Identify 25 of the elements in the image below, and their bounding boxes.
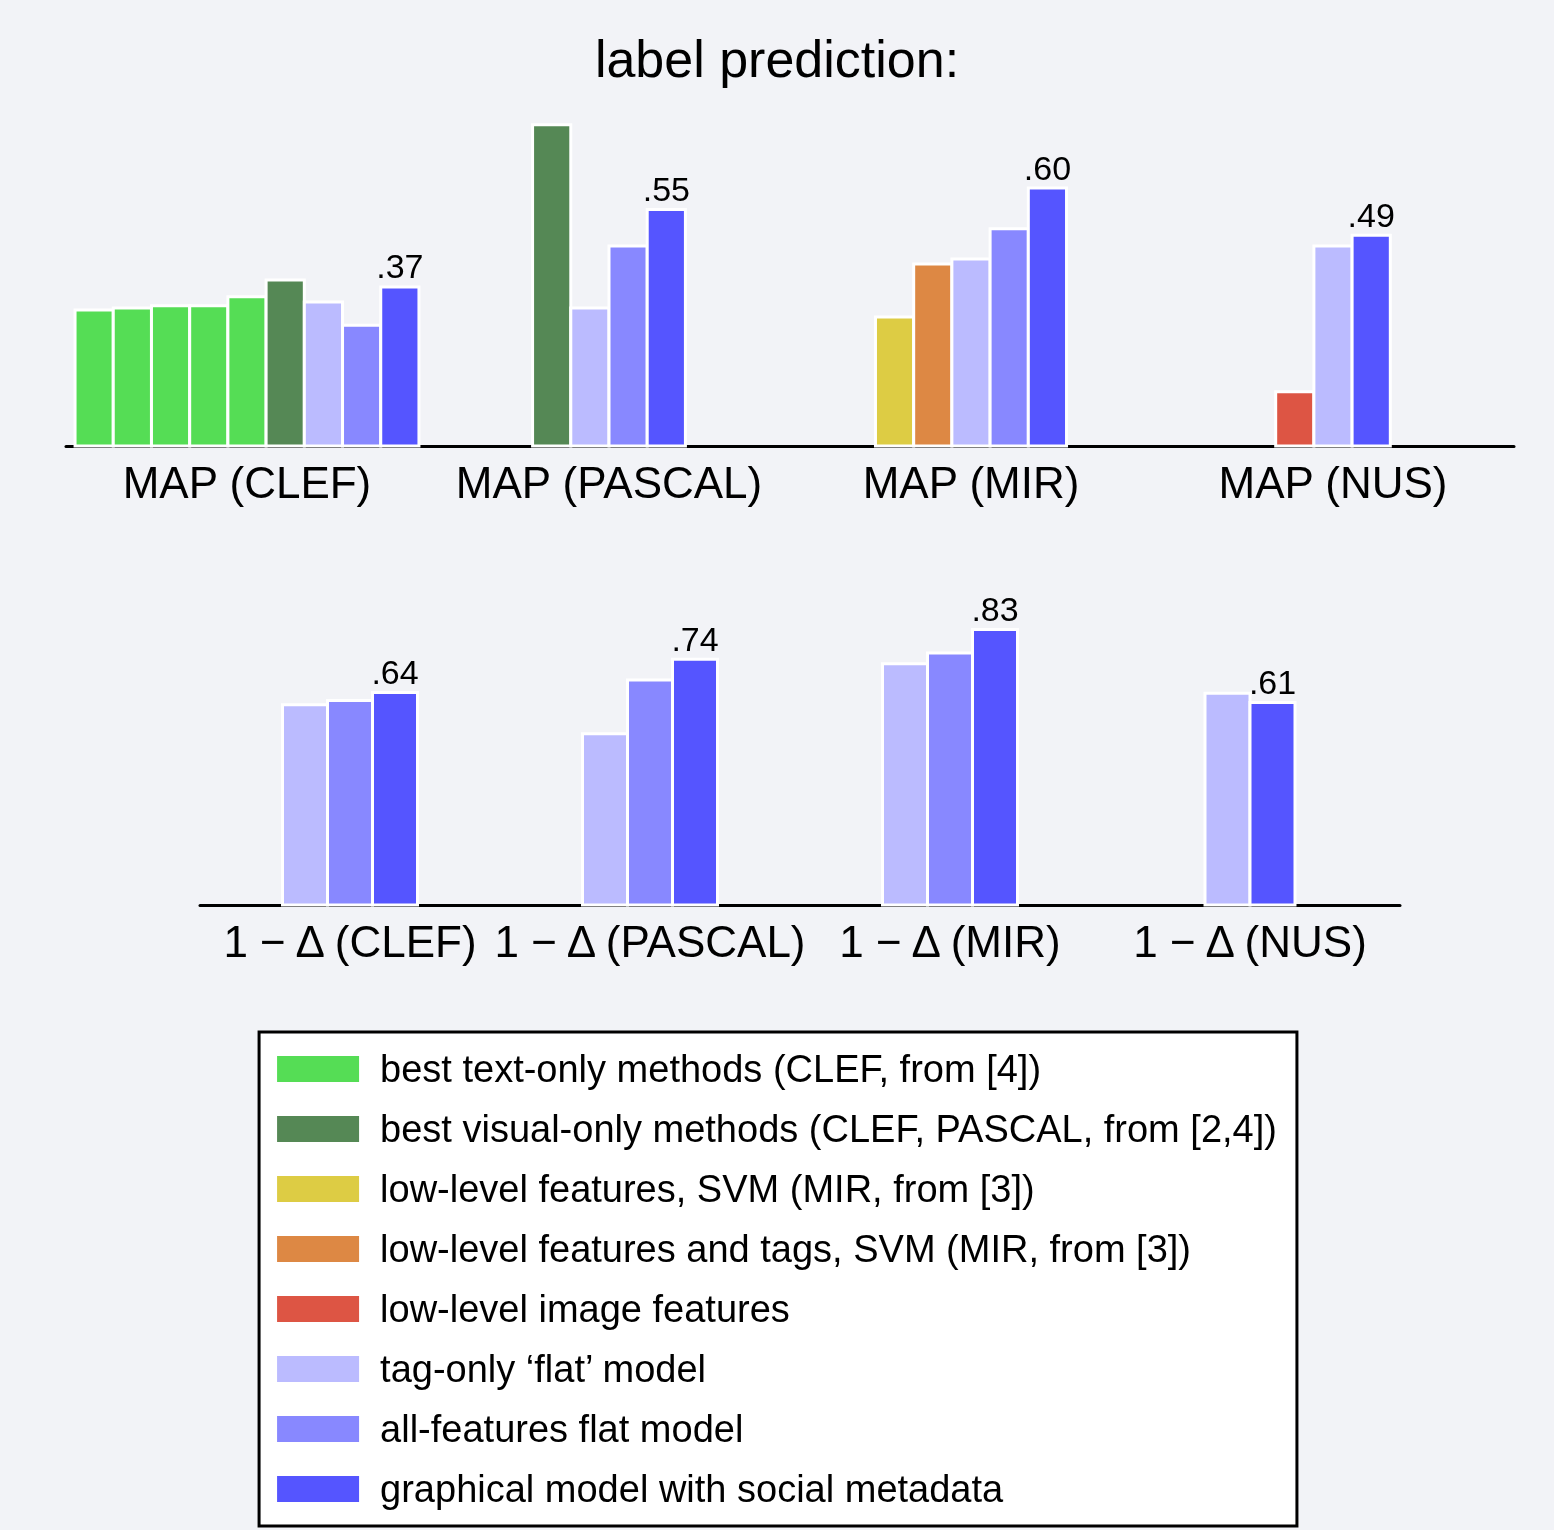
legend-label: best text-only methods (CLEF, from [4]) <box>380 1048 1042 1090</box>
data-label: .61 <box>1248 662 1297 701</box>
x-tick-label: 1 − Δ (MIR) <box>839 916 1061 966</box>
data-label: .74 <box>671 619 719 658</box>
legend-label: low-level image features <box>380 1288 790 1330</box>
legend-label: low-level features and tags, SVM (MIR, from [3]) <box>380 1228 1192 1270</box>
x-tick-label: MAP (CLEF) <box>122 457 372 507</box>
legend-label: best visual-only methods (CLEF, PASCAL, from [2,4]) <box>380 1108 1277 1150</box>
data-label: .49 <box>1347 195 1395 234</box>
chart-title: label prediction: <box>594 30 960 88</box>
legend-label: tag-only ‘flat’ model <box>380 1348 707 1390</box>
data-label: .60 <box>1023 148 1072 187</box>
x-tick-label: 1 − Δ (CLEF) <box>223 916 477 966</box>
x-tick-label: MAP (MIR) <box>862 457 1080 507</box>
x-tick-label: MAP (PASCAL) <box>455 457 763 507</box>
data-label: .55 <box>642 170 690 208</box>
x-tick-label: MAP (NUS) <box>1218 457 1448 507</box>
x-tick-label: 1 − Δ (NUS) <box>1133 916 1367 966</box>
legend-label: low-level features, SVM (MIR, from [3]) <box>380 1168 1035 1210</box>
x-tick-label: 1 − Δ (PASCAL) <box>494 916 806 966</box>
data-label: .83 <box>971 589 1019 628</box>
data-label: .37 <box>376 247 424 286</box>
data-label: .64 <box>371 653 419 692</box>
legend-label: graphical model with social metadata <box>380 1468 1005 1510</box>
legend-label: all-features flat model <box>380 1408 744 1450</box>
